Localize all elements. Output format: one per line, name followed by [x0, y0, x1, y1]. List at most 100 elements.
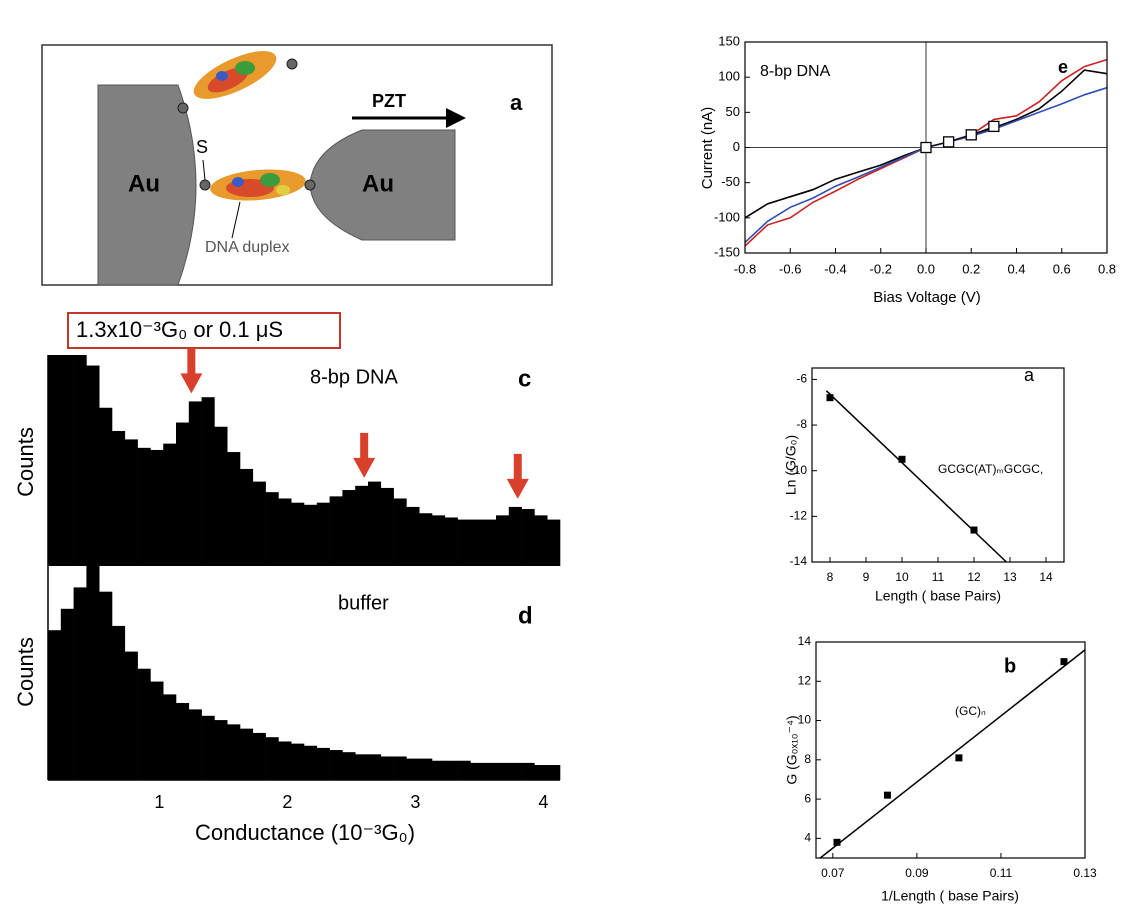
pointer-line	[231, 201, 241, 239]
x-tick-label: 14	[1039, 570, 1053, 584]
sulfur-atom	[177, 58, 316, 191]
dna-molecule	[193, 51, 306, 201]
annotation: GCGC(AT)ₘGCGC,	[938, 462, 1043, 476]
actuator-label: PZT	[372, 91, 406, 111]
histogram-bar	[419, 758, 433, 780]
data-marker	[965, 129, 977, 141]
histogram-bar	[547, 765, 561, 780]
y-tick-label: 4	[804, 831, 811, 845]
y-tick-label: -100	[714, 209, 740, 224]
y-label: Counts	[13, 427, 38, 497]
y-tick-label: 150	[718, 33, 740, 48]
histogram-bar	[304, 745, 318, 780]
y-label: Ln (G/G₀)	[783, 435, 799, 495]
histogram-bar	[316, 747, 330, 780]
y-tick-label: 50	[726, 104, 740, 119]
histogram-bar	[483, 762, 497, 780]
x-tick-label: 0.09	[905, 866, 929, 880]
histogram-bar	[291, 502, 305, 566]
histogram-bar	[188, 401, 202, 566]
histogram-bar	[265, 492, 279, 566]
data-line	[925, 125, 995, 148]
histogram-bar	[48, 630, 62, 780]
y-tick-label: 6	[804, 791, 811, 805]
histogram-bar	[278, 498, 292, 566]
data-point	[883, 791, 891, 799]
x-tick-label: 8	[827, 570, 834, 584]
x-tick-label: 2	[282, 792, 292, 812]
panel-label: d	[518, 602, 533, 629]
histogram-bar	[137, 447, 151, 566]
histogram-bar	[470, 519, 484, 566]
x-tick-label: 0.07	[821, 866, 845, 880]
x-tick-label: 0.4	[1007, 261, 1025, 276]
histogram-bar	[112, 430, 126, 566]
x-label: 1/Length ( base Pairs)	[881, 888, 1019, 904]
y-tick-label: -6	[796, 372, 807, 386]
histogram-bar	[86, 566, 100, 780]
panel-label: b	[1004, 655, 1016, 677]
histogram-bar	[176, 702, 190, 780]
panel-label: a	[510, 90, 523, 115]
histogram-bar	[201, 397, 215, 566]
peak-arrow	[353, 432, 376, 478]
histogram-bar	[86, 365, 100, 566]
histogram-bar	[406, 758, 420, 780]
histogram-bar	[60, 355, 74, 566]
x-label: Length ( base Pairs)	[875, 588, 1001, 604]
y-label: Current (nA)	[699, 107, 716, 190]
annotation-box	[67, 312, 341, 349]
pointer-line	[202, 159, 206, 181]
histogram-bar	[508, 762, 522, 780]
histogram-bar	[252, 732, 266, 780]
x-tick-label: 10	[895, 570, 909, 584]
histogram-bar	[342, 752, 356, 780]
histogram-bar	[521, 509, 535, 566]
histogram-bar	[48, 355, 62, 566]
x-tick-label: 9	[863, 570, 870, 584]
x-tick-label: 0.8	[1098, 261, 1116, 276]
annotation: 1.3x10⁻³G₀ or 0.1 μS	[76, 317, 283, 342]
plot-frame	[815, 641, 1086, 859]
histogram-bar	[508, 506, 522, 566]
y-tick-label: 0	[733, 139, 740, 154]
label: 8-bp DNA	[310, 366, 398, 388]
y-tick-label: -8	[796, 417, 807, 431]
histogram-bar	[444, 760, 458, 780]
histogram-bar	[73, 587, 87, 780]
histogram-bar	[380, 487, 394, 566]
histogram-bar	[240, 468, 254, 566]
panel-label: c	[518, 365, 531, 392]
histogram-bar	[214, 720, 228, 780]
histogram-bar	[393, 756, 407, 780]
pzt-arrow-head	[446, 108, 466, 128]
panel-label: a	[1024, 365, 1035, 385]
x-tick-label: -0.4	[824, 261, 846, 276]
histogram-bar	[188, 709, 202, 780]
x-tick-label: 0.0	[917, 261, 935, 276]
x-tick-label: 11	[932, 570, 945, 584]
data-point	[1060, 658, 1068, 666]
diagram: Au Au S DNA duplex PZT a	[41, 44, 553, 286]
data-point	[955, 754, 963, 762]
y-tick-label: 8	[804, 752, 811, 766]
molecule-label: DNA duplex	[205, 239, 290, 256]
histogram-bar	[60, 608, 74, 780]
histogram-bar	[278, 741, 292, 780]
x-tick-label: 3	[410, 792, 420, 812]
histogram-bar	[265, 737, 279, 780]
data-point	[970, 526, 978, 534]
histogram-bar	[534, 765, 548, 780]
y-label: Counts	[13, 637, 38, 707]
x-tick-label: 4	[538, 792, 548, 812]
histogram-bar	[291, 743, 305, 780]
histogram-bar	[124, 651, 138, 780]
x-tick-label: -0.2	[870, 261, 892, 276]
atom-label: S	[196, 137, 208, 157]
histogram-bar	[227, 452, 241, 566]
histogram-bar	[99, 591, 113, 780]
histogram-bar	[342, 490, 356, 566]
histogram-bar	[521, 762, 535, 780]
histogram-bar	[124, 439, 138, 566]
